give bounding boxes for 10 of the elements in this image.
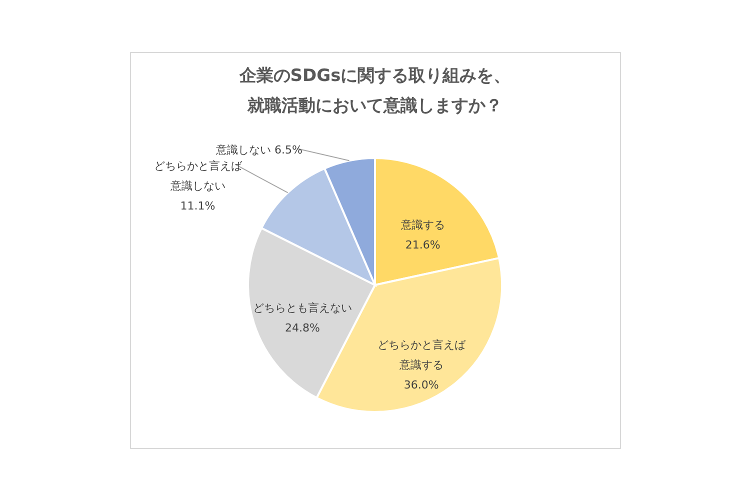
data-label: 24.8% [285,322,320,335]
category-label: 意識しない 6.5% [216,144,302,157]
data-label: 11.1% [180,200,216,213]
data-label: 21.6% [405,238,440,252]
slice-label: 意識する [400,218,445,232]
chart-title: 企業のSDGsに関する取り組みを、就職活動において意識しますか？ [238,66,511,116]
data-label: 36.0% [404,378,439,392]
slice-label: どちらかと言えば意識しない [154,160,243,193]
slice-label: どちらとも言えない [253,302,352,315]
slice-label: どちらかと言えば意識する [377,338,466,372]
